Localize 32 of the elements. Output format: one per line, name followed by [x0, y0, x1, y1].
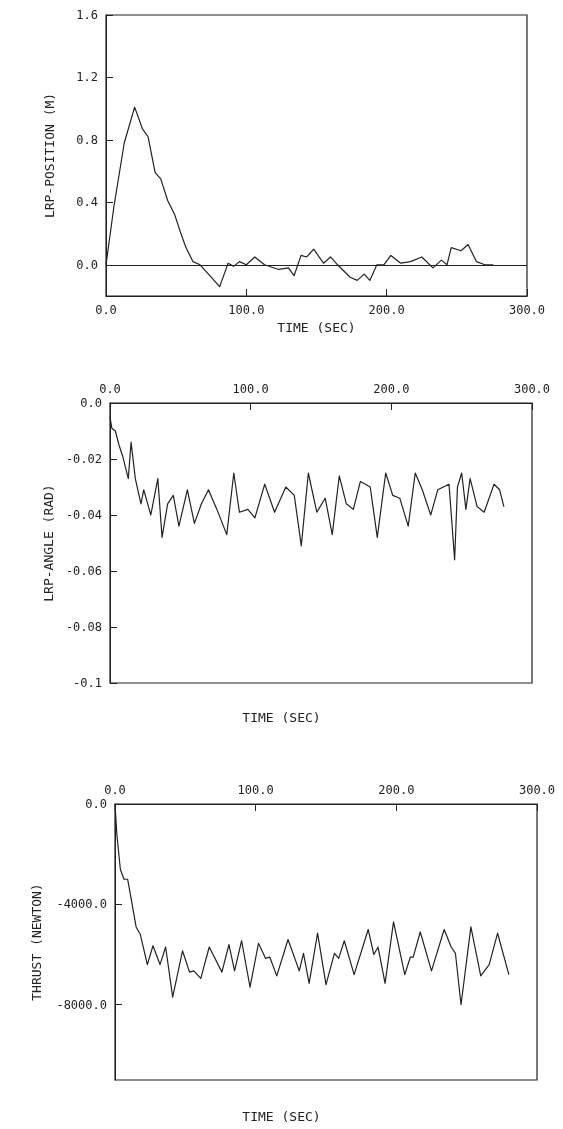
y-tick-label: -0.04	[65, 508, 102, 522]
x-tick-label: 100.0	[232, 382, 269, 396]
x-axis-title: TIME (SEC)	[277, 319, 356, 335]
x-tick-label: 300.0	[508, 303, 546, 317]
x-axis-title: TIME (SEC)	[242, 1109, 321, 1124]
x-tick-label: 300.0	[518, 783, 556, 797]
y-axis-title: LRP-ANGLE (RAD)	[40, 484, 56, 602]
x-tick-label: 0.0	[99, 382, 121, 396]
x-tick-label: 0.0	[104, 783, 126, 797]
y-tick-label: -0.02	[65, 452, 102, 466]
y-tick-label: 1.2	[76, 70, 98, 85]
y-tick-label: 0.0	[76, 257, 98, 272]
x-tick-label: 200.0	[373, 382, 410, 396]
x-tick-label: 100.0	[228, 303, 265, 317]
y-axis-title: LRP-POSITION (M)	[42, 92, 57, 219]
y-tick-label: -4000.0	[56, 897, 107, 912]
x-tick-label: 200.0	[378, 783, 415, 797]
x-tick-label: 300.0	[513, 382, 551, 396]
y-tick-label: -0.1	[73, 676, 102, 690]
x-tick-label: 0.0	[95, 303, 117, 317]
y-tick-label: 0.0	[80, 396, 102, 410]
y-tick-label: -0.08	[65, 620, 102, 634]
y-tick-label: -8000.0	[56, 997, 107, 1012]
y-tick-label: -0.06	[65, 564, 102, 578]
x-axis-title: TIME (SEC)	[242, 710, 321, 725]
y-tick-label: 0.8	[76, 132, 98, 147]
y-tick-label: 1.6	[76, 8, 98, 22]
y-tick-label: 0.0	[85, 797, 107, 811]
x-tick-label: 200.0	[368, 303, 405, 317]
y-tick-label: 0.4	[76, 195, 98, 210]
x-tick-label: 100.0	[237, 783, 274, 797]
y-axis-title: THRUST (NEWTON)	[29, 883, 44, 1001]
